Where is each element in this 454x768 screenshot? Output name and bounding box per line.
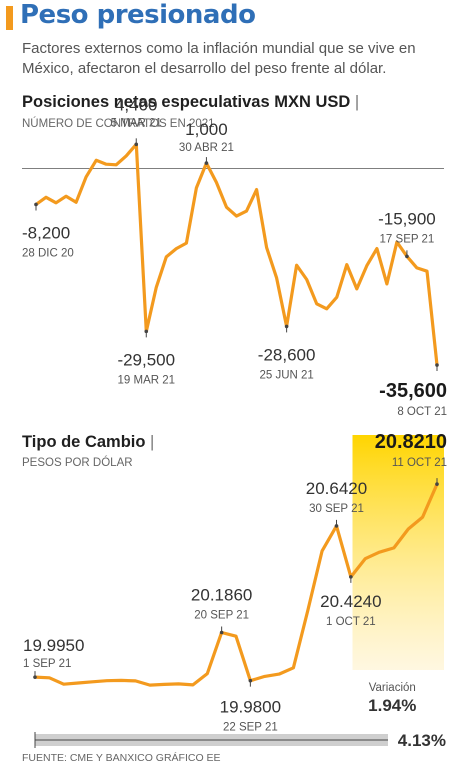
annotation-point <box>34 202 38 207</box>
positions-chart-title: Posiciones netas especulativas MXN USD | <box>22 93 359 112</box>
intro-text: Factores externos como la inflación mund… <box>22 40 416 77</box>
annotation-point <box>435 363 439 367</box>
annotation-point <box>204 161 209 165</box>
annotation-point <box>248 678 253 683</box>
positions-series-line <box>34 142 439 367</box>
source-note: FUENTE: CME Y BANXICO GRÁFICO EE <box>22 752 221 764</box>
annotation-date: 22 SEP 21 <box>223 722 278 734</box>
annotation-point <box>144 329 149 334</box>
annotation-date: 1 SEP 21 <box>23 658 71 670</box>
annotation-date: 17 SEP 21 <box>380 233 435 245</box>
annotation-date: 19 MAR 21 <box>118 374 176 386</box>
annotation-point <box>284 324 289 329</box>
annotation-value: -29,500 <box>117 350 175 369</box>
annotation-point <box>134 142 139 147</box>
annotation-date: 5 MAR 21 <box>111 117 162 129</box>
annotation-date: 20 SEP 21 <box>194 610 249 622</box>
fx-chart-subtitle: PESOS POR DÓLAR <box>22 457 133 469</box>
annotation-point <box>435 482 439 486</box>
headline: Peso presionado <box>20 0 256 30</box>
annotation-value: -8,200 <box>22 223 70 242</box>
annotation-point <box>405 254 409 259</box>
variation-label: Variación <box>369 682 416 694</box>
annotation-point <box>33 675 37 679</box>
positions-title-separator: | <box>354 93 360 111</box>
annotation-value: 4,400 <box>115 95 158 114</box>
fx-title-text: Tipo de Cambio <box>22 433 146 451</box>
annotation-date: 25 JUN 21 <box>259 369 313 381</box>
annotation-point <box>219 630 224 635</box>
total-change-value: 4.13% <box>398 731 446 750</box>
annotation-date: 11 OCT 21 <box>392 457 447 469</box>
annotation-date: 8 OCT 21 <box>397 406 447 418</box>
highlight-band <box>352 435 444 670</box>
positions-title-text: Posiciones netas especulativas MXN USD <box>22 93 351 111</box>
annotation-value: 19.9800 <box>220 698 281 717</box>
annotation-date: 30 ABR 21 <box>179 142 234 154</box>
fx-chart-title: Tipo de Cambio | <box>22 433 154 452</box>
annotation-value: 20.4240 <box>320 592 381 611</box>
annotation-date: 30 SEP 21 <box>309 503 364 515</box>
annotation-point <box>334 524 339 528</box>
annotation-value: 20.8210 <box>375 431 447 453</box>
annotation-value: 20.6420 <box>306 479 367 498</box>
annotation-date: 28 DIC 20 <box>22 247 74 259</box>
fx-title-separator: | <box>150 433 155 451</box>
fx-series-line <box>33 482 439 687</box>
annotation-value: -28,600 <box>258 345 316 364</box>
annotation-value: -15,900 <box>378 209 436 228</box>
annotation-value: 20.1860 <box>191 586 252 605</box>
annotation-value: -35,600 <box>379 380 447 402</box>
positions-chart-subtitle: NÚMERO DE CONTRATOS EN 2021 <box>22 118 215 130</box>
headline-accent-bar <box>6 6 13 30</box>
annotation-point <box>349 575 353 579</box>
annotation-value: 19.9950 <box>23 636 84 655</box>
annotation-value: 1,000 <box>185 120 228 139</box>
variation-value: 1.94% <box>368 696 416 715</box>
annotation-date: 1 OCT 21 <box>326 616 376 628</box>
